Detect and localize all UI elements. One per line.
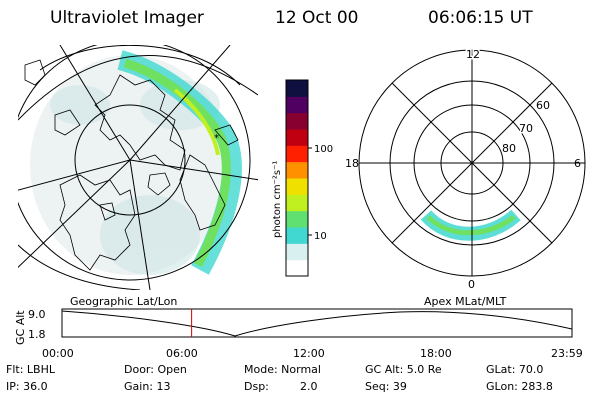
timeline-xtick-2: 12:00 [293, 347, 325, 360]
timeline-ytick-high: 9.0 [28, 308, 46, 321]
polar-plot-panel: 12 18 6 0 60 70 80 [345, 47, 586, 293]
colorbar-segment [286, 259, 308, 277]
timeline-xtick-1: 06:00 [166, 347, 198, 360]
date-label: 12 Oct 00 [275, 8, 359, 28]
timeline-axis-title: GC Alt [14, 310, 27, 345]
dsp-label: Dsp: [244, 380, 269, 393]
time-label: 06:06:15 UT [428, 8, 533, 28]
mode-value: Mode: Normal [244, 363, 321, 376]
aurora-band-inner [123, 58, 231, 268]
altitude-timeline: GC Alt 9.0 1.8 00:00 06:00 12:00 18:00 2… [14, 308, 583, 360]
polar-panel-caption: Apex MLat/MLT [424, 295, 507, 308]
colorbar-segment [286, 210, 308, 228]
colorbar-segment [286, 96, 308, 114]
mlt-label-noon: 12 [466, 48, 480, 61]
door-value: Door: Open [124, 363, 187, 376]
filter-value: Flt: LBHL [6, 363, 55, 376]
instrument-title: Ultraviolet Imager [50, 8, 204, 28]
geo-grid [18, 45, 258, 290]
mlat-label-60: 60 [536, 99, 550, 112]
gc-alt-value: GC Alt: 5.0 Re [365, 363, 442, 376]
polar-grid [358, 49, 586, 277]
mlt-label-dawn: 6 [574, 157, 581, 170]
colorbar-segment [286, 145, 308, 163]
glon-value: GLon: 283.8 [486, 380, 553, 393]
timeline-xtick-4: 23:59 [551, 347, 583, 360]
coastlines [24, 59, 239, 271]
colorbar-segment [286, 227, 308, 244]
timeline-xtick-0: 00:00 [42, 347, 74, 360]
colorbar-segment [286, 243, 308, 261]
ip-value: IP: 36.0 [6, 380, 48, 393]
timeline-frame [61, 308, 573, 338]
polar-aurora-arc-core [426, 214, 516, 236]
mlat-label-80: 80 [502, 142, 516, 155]
gain-value: Gain: 13 [124, 380, 171, 393]
colorbar-tick-label-100: 100 [314, 144, 333, 155]
mlt-label-midnight: 0 [468, 278, 475, 291]
station-marker: * [214, 133, 219, 144]
colorbar-segment [286, 80, 308, 97]
seq-value: Seq: 39 [365, 380, 407, 393]
colorbar-unit-label: photon cm⁻²s⁻¹ [272, 161, 283, 238]
colorbar-segment [286, 194, 308, 212]
colorbar-segment [286, 112, 308, 130]
colorbar-frame [285, 79, 309, 277]
earth-limb [39, 45, 241, 86]
timeline-ytick-low: 1.8 [28, 328, 46, 341]
colorbar-segment [286, 178, 308, 195]
colorbar-stack [286, 80, 308, 277]
aurora-band-core [173, 88, 220, 156]
colorbar-segment [286, 161, 308, 179]
mlat-label-70: 70 [519, 122, 533, 135]
geographic-map-panel: * [18, 45, 258, 290]
glat-value: GLat: 70.0 [486, 363, 544, 376]
altitude-curve [61, 310, 573, 337]
colorbar-segment [286, 129, 308, 146]
colorbar: 100 10 photon cm⁻²s⁻¹ [272, 79, 333, 277]
geo-panel-caption: Geographic Lat/Lon [70, 295, 178, 308]
colorbar-tick-label-10: 10 [314, 231, 327, 242]
timeline-xtick-3: 18:00 [420, 347, 452, 360]
mlt-label-dusk: 18 [345, 157, 359, 170]
dsp-value: 2.0 [300, 380, 318, 393]
